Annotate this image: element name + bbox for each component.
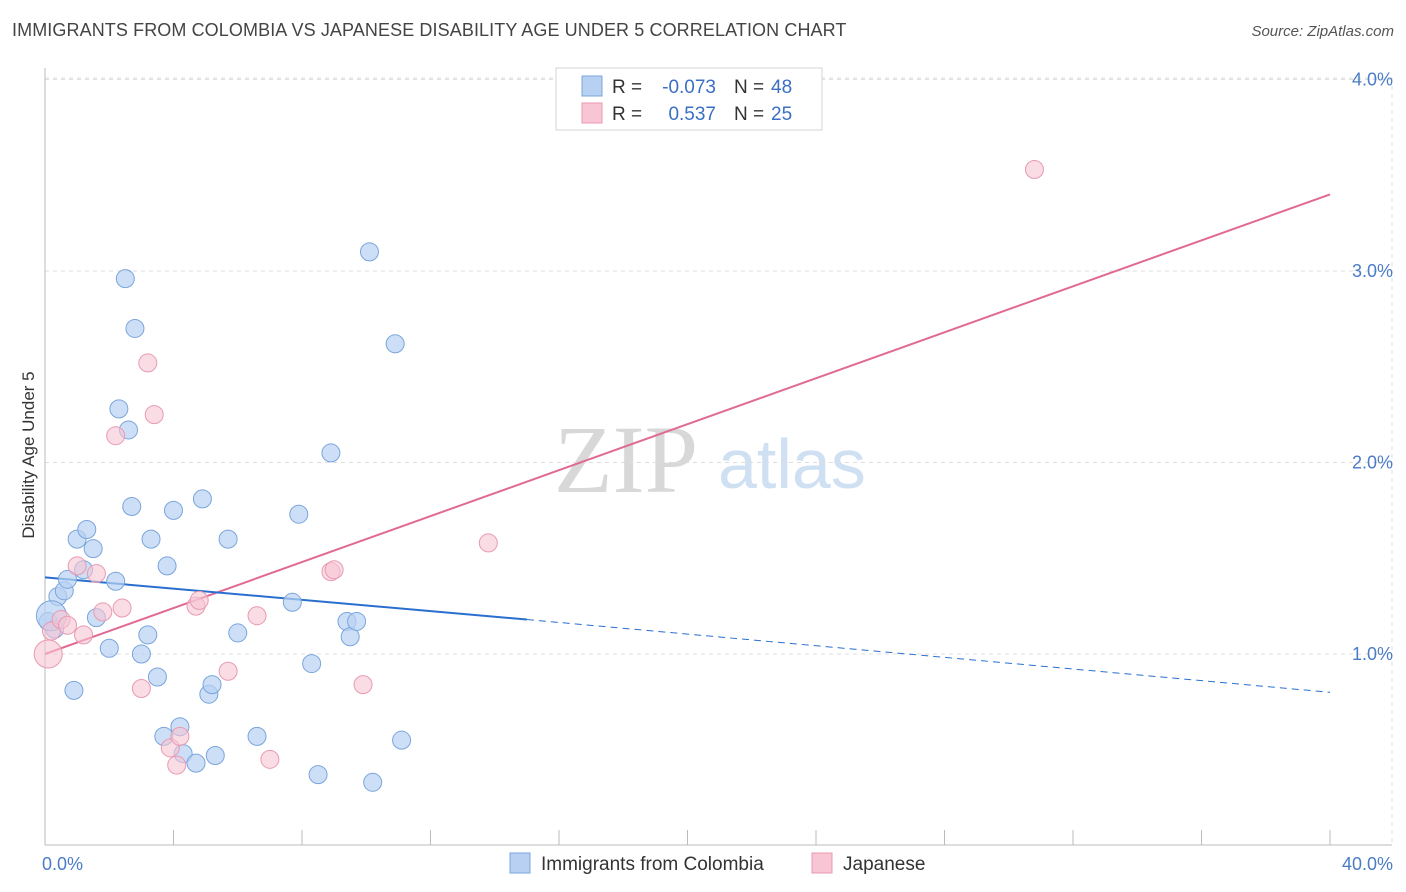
point-colombia-46 (392, 730, 412, 750)
point-colombia-33 (228, 623, 248, 643)
point-colombia-11 (99, 638, 119, 658)
point-colombia-20 (141, 529, 161, 549)
point-japanese-7 (93, 602, 113, 622)
point-colombia-4 (57, 569, 77, 589)
point-colombia-31 (205, 745, 225, 765)
legend-r-value-2: 0.537 (668, 104, 716, 125)
legend-r-label-2: R = (612, 104, 642, 125)
point-japanese-4 (67, 556, 87, 576)
point-colombia-44 (363, 772, 383, 792)
bottom-legend-label-japanese: Japanese (843, 854, 925, 875)
point-colombia-37 (302, 654, 322, 674)
point-colombia-42 (347, 611, 367, 631)
point-japanese-12 (144, 405, 164, 425)
point-japanese-23 (353, 675, 373, 695)
point-colombia-5 (64, 680, 84, 700)
point-japanese-25 (1024, 160, 1044, 180)
point-japanese-3 (57, 615, 77, 635)
point-colombia-16 (122, 497, 142, 517)
point-japanese-19 (247, 606, 267, 626)
point-japanese-22 (324, 560, 344, 580)
point-colombia-23 (157, 556, 177, 576)
series-japanese-points (33, 160, 1044, 775)
point-japanese-20 (260, 749, 280, 769)
chart-title: IMMIGRANTS FROM COLOMBIA VS JAPANESE DIS… (12, 20, 847, 40)
y-axis-title: Disability Age Under 5 (19, 371, 38, 538)
legend-swatch-japanese (581, 102, 603, 124)
point-japanese-6 (86, 564, 106, 584)
point-colombia-30 (202, 675, 222, 695)
source-credit: Source: ZipAtlas.com (1251, 23, 1394, 40)
point-colombia-39 (321, 443, 341, 463)
point-colombia-32 (218, 529, 238, 549)
point-japanese-24 (478, 533, 498, 553)
point-colombia-21 (147, 667, 167, 687)
bottom-legend-swatch-japanese (811, 852, 833, 874)
bottom-legend-swatch-colombia (509, 852, 531, 874)
point-japanese-9 (112, 598, 132, 618)
watermark-atlas: atlas (718, 425, 866, 503)
point-colombia-17 (125, 318, 145, 338)
point-japanese-8 (106, 426, 126, 446)
y-tick-label-3: 4.0% (1352, 70, 1393, 90)
legend-n-value-2: 25 (771, 104, 792, 125)
point-japanese-14 (167, 755, 187, 775)
series-legend: Immigrants from Colombia Japanese (509, 852, 925, 875)
point-japanese-17 (189, 590, 209, 610)
y-tick-label-1: 2.0% (1352, 453, 1393, 473)
y-tick-label-2: 3.0% (1352, 261, 1393, 281)
trend-line-japanese (44, 193, 1331, 655)
point-colombia-14 (115, 269, 135, 289)
bottom-legend-label-colombia: Immigrants from Colombia (541, 854, 764, 875)
point-colombia-9 (83, 539, 103, 559)
point-colombia-28 (192, 489, 212, 509)
point-colombia-8 (77, 520, 97, 540)
point-colombia-36 (289, 504, 309, 524)
point-colombia-13 (109, 399, 129, 419)
point-colombia-24 (164, 500, 183, 520)
legend-r-value-1: -0.073 (662, 77, 716, 98)
y-tick-labels: 1.0% 2.0% 3.0% 4.0% (1352, 70, 1393, 665)
point-colombia-18 (131, 644, 151, 664)
point-colombia-38 (308, 765, 328, 785)
legend-swatch-colombia (581, 75, 603, 97)
point-colombia-43 (359, 242, 379, 262)
x-tick-label-min: 0.0% (42, 854, 83, 874)
point-colombia-45 (385, 334, 405, 354)
point-japanese-10 (131, 678, 151, 698)
legend-n-label-2: N = (734, 104, 764, 125)
y-tick-label-0: 1.0% (1352, 644, 1393, 664)
correlation-legend: R = -0.073 N = 48 R = 0.537 N = 25 (555, 67, 823, 131)
trend-line-colombia-extension (526, 619, 1331, 693)
point-colombia-19 (138, 625, 158, 645)
point-japanese-11 (138, 353, 158, 373)
axes (44, 68, 1392, 846)
point-japanese-5 (74, 625, 94, 645)
series-colombia-points (35, 242, 412, 792)
x-tick-label-max: 40.0% (1342, 854, 1393, 874)
point-colombia-12 (106, 571, 126, 591)
legend-n-label-1: N = (734, 77, 764, 98)
point-colombia-27 (186, 753, 206, 773)
point-japanese-18 (218, 661, 238, 681)
legend-n-value-1: 48 (771, 77, 792, 98)
point-colombia-34 (247, 726, 267, 746)
legend-r-label-1: R = (612, 77, 642, 98)
point-japanese-15 (170, 726, 190, 746)
point-japanese-0 (33, 639, 63, 669)
point-colombia-35 (282, 592, 302, 612)
watermark-zip: ZIP (554, 406, 698, 513)
